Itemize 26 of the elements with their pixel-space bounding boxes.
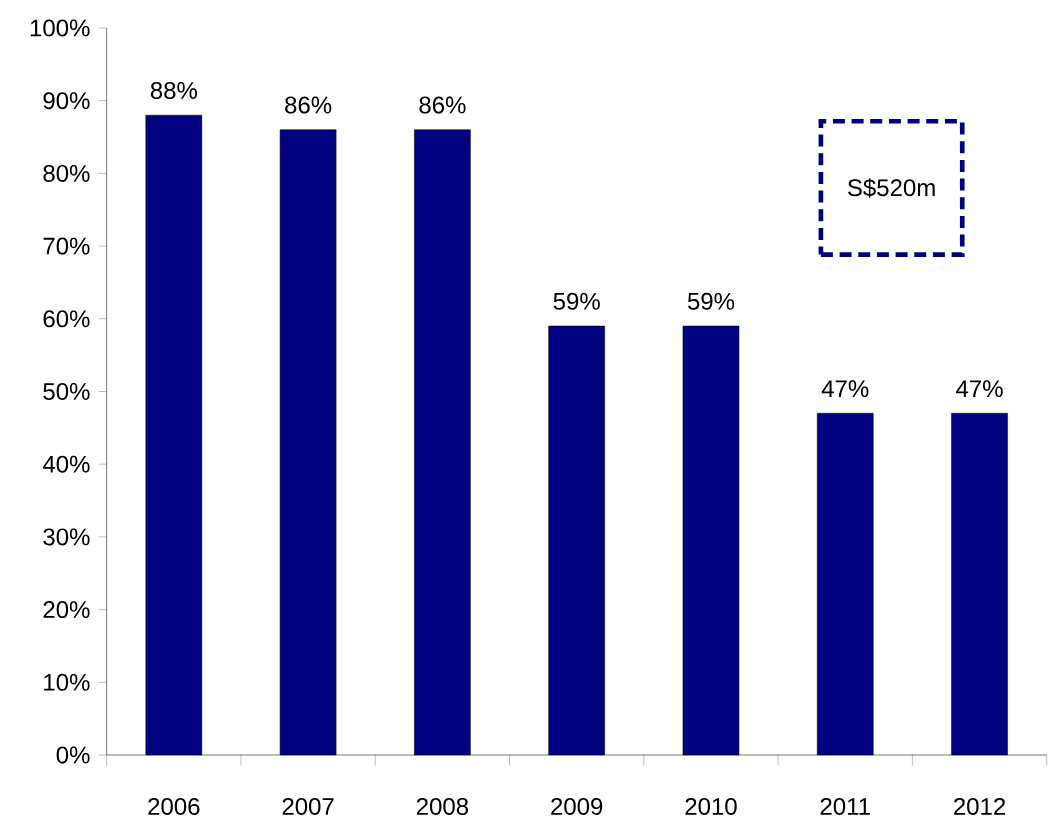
data-label: 47% xyxy=(956,380,1003,398)
data-label: 86% xyxy=(285,96,332,114)
x-tick-label: 2007 xyxy=(282,797,334,815)
data-label: 59% xyxy=(553,292,600,310)
y-tick-label: 70% xyxy=(43,237,90,255)
y-tick-label: 10% xyxy=(44,673,90,691)
y-tick-label: 30% xyxy=(43,528,90,546)
x-tick-label: 2009 xyxy=(551,797,603,815)
x-tick-label: 2008 xyxy=(416,797,469,815)
y-tick-label: 60% xyxy=(43,310,90,328)
data-label: 86% xyxy=(419,96,466,114)
y-tick-label: 80% xyxy=(43,164,90,182)
y-tick-label: 40% xyxy=(42,455,90,473)
data-label: 59% xyxy=(687,292,735,310)
data-label: 88% xyxy=(150,81,197,99)
x-tick-label: 2006 xyxy=(148,797,200,815)
x-tick-label: 2010 xyxy=(685,797,737,815)
y-tick-label: 20% xyxy=(43,601,90,619)
y-tick-label: 50% xyxy=(43,383,90,401)
data-label: 47% xyxy=(821,380,869,398)
y-tick-label: 0% xyxy=(56,746,90,764)
y-tick-label: 100% xyxy=(30,19,90,37)
x-tick-label: 2012 xyxy=(954,797,1006,815)
annotation: S$520m xyxy=(847,178,935,198)
y-tick-label: 90% xyxy=(43,92,90,110)
x-tick-label: 2011 xyxy=(820,797,870,815)
